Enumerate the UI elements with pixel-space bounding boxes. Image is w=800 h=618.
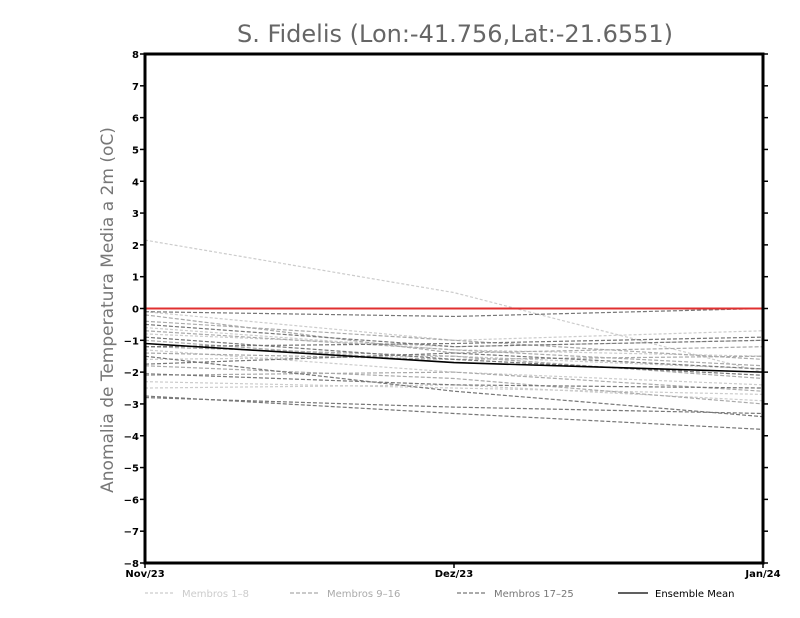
y-tick-label: −2: [124, 368, 139, 379]
member-line-g2-5: [144, 365, 764, 405]
y-tick-label: 4: [132, 177, 139, 188]
x-tick-label: Jan/24: [744, 569, 780, 580]
member-line-g1-4: [144, 333, 764, 348]
y-tick-label: 3: [132, 209, 139, 220]
y-tick-label: 1: [132, 273, 139, 284]
member-line-g3-9: [144, 395, 764, 430]
x-axis-ticks: Nov/23 Dez/23 Jan/24: [125, 563, 781, 580]
member-line-g3-7: [144, 373, 764, 389]
x-tick-label: Dez/23: [435, 569, 474, 580]
y-tick-label: −3: [124, 400, 139, 411]
y-tick-label: −4: [124, 432, 139, 443]
member-line-g1-3: [144, 326, 764, 357]
member-line-g3-1: [144, 307, 764, 318]
member-line-g3-2: [144, 323, 764, 348]
y-tick-label: 6: [132, 114, 139, 125]
member-line-g1-7: [144, 384, 764, 402]
y-tick-label: 8: [132, 50, 139, 61]
x-tick-label: Nov/23: [125, 569, 164, 580]
member-line-g1-5: [144, 349, 764, 386]
member-line-g2-1: [144, 320, 764, 360]
y-tick-label: 2: [132, 241, 139, 252]
chart-title: S. Fidelis (Lon:-41.756,Lat:-21.6551): [237, 20, 673, 48]
member-line-g1-1: [144, 239, 764, 373]
member-line-g2-2: [144, 330, 764, 367]
member-line-g2-7: [144, 314, 764, 354]
ensemble-mean-line: [144, 342, 764, 373]
member-line-g3-8: [144, 396, 764, 415]
legend: Membros 1–8 Membros 9–16 Membros 17–25 Ense…: [145, 589, 734, 600]
y-tick-label: 5: [132, 145, 139, 156]
legend-label: Membros 17–25: [494, 589, 574, 600]
y-tick-label: −7: [124, 527, 139, 538]
y-tick-label: −5: [124, 464, 139, 475]
y-tick-label: 7: [132, 82, 139, 93]
member-line-g3-6: [144, 352, 764, 370]
legend-label: Membros 1–8: [182, 589, 249, 600]
y-tick-label: 0: [132, 305, 139, 316]
y-tick-label: −6: [124, 495, 139, 506]
y-axis-label: Anomalia de Temperatura Media a 2m (oC): [98, 127, 118, 493]
member-line-g1-8: [144, 355, 764, 370]
y-tick-label: −8: [124, 559, 139, 570]
legend-label: Membros 9–16: [327, 589, 400, 600]
series-layer: [144, 239, 764, 430]
y-axis-ticks: −8 −7 −6 −5 −4 −3 −2 −1 0 1 2 3 4 5 6 7 8: [124, 50, 768, 570]
member-line-g1-6: [144, 381, 764, 395]
member-line-g3-4: [144, 336, 764, 348]
legend-label: Ensemble Mean: [655, 589, 734, 600]
ensemble-mean-layer: [144, 342, 764, 373]
member-line-g3-3: [144, 336, 764, 376]
y-tick-label: −1: [124, 336, 139, 347]
member-line-g2-6: [144, 371, 764, 392]
member-line-g3-5: [144, 355, 764, 418]
